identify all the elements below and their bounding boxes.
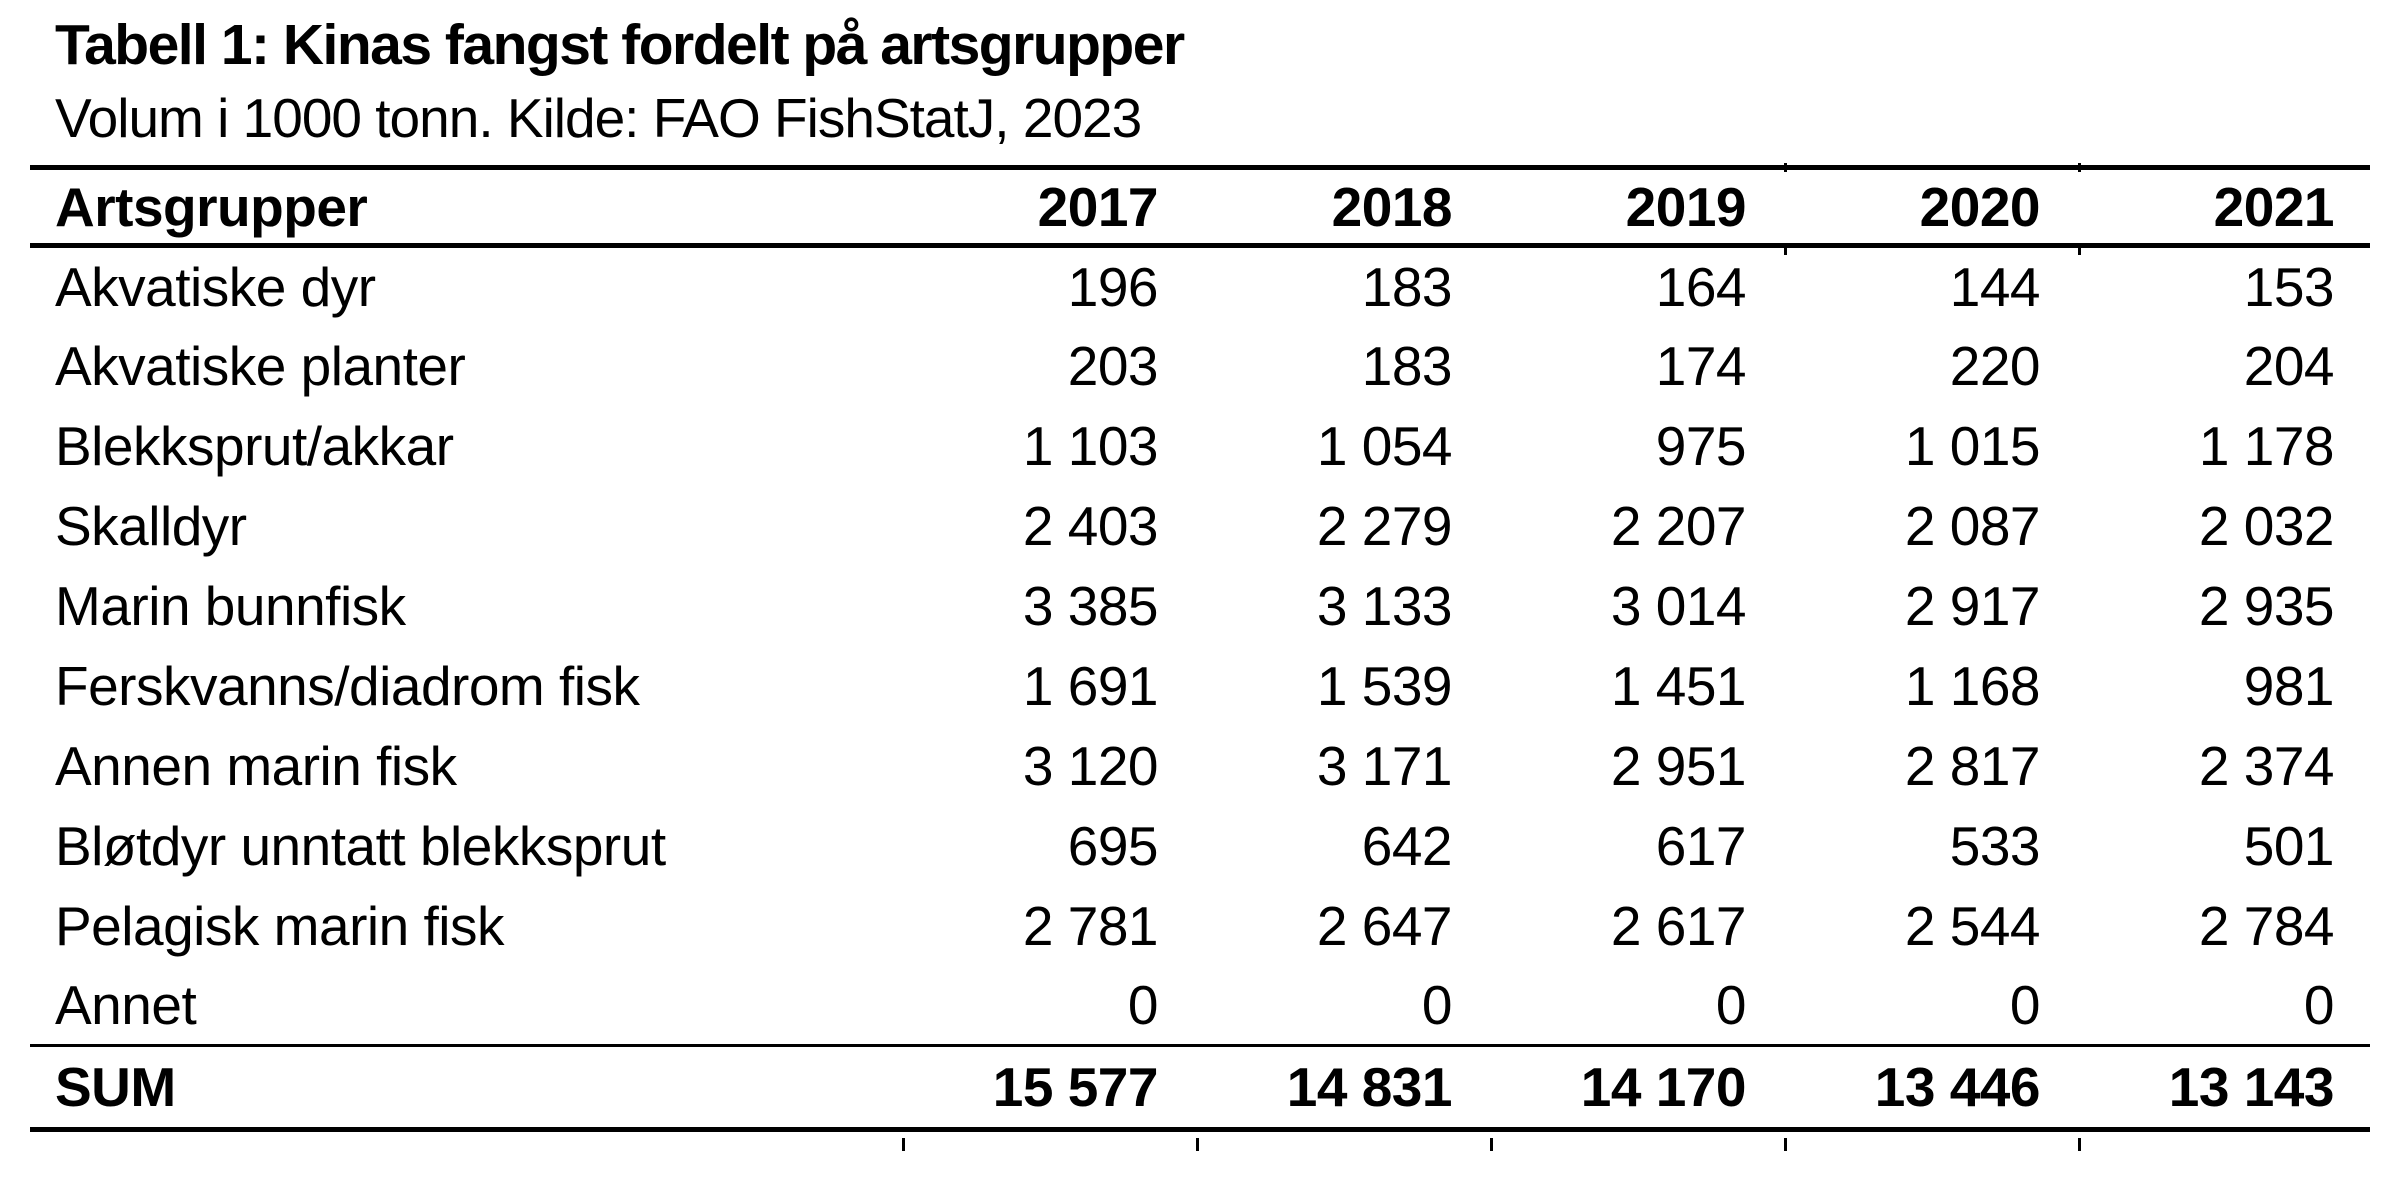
value-cell: 2 279	[1316, 494, 1453, 557]
value-cell: 981	[2243, 654, 2335, 717]
column-header-year: 2018	[1331, 175, 1453, 238]
value-cell: 2 544	[1904, 894, 2041, 957]
value-cell: 1 539	[1316, 654, 1453, 717]
value-cell: 0	[1715, 973, 1747, 1036]
table-body: Akvatiske dyr 196 183 164 144 153 Akvatiske pl…	[30, 246, 2370, 1046]
value-cell: 3 171	[1316, 734, 1453, 797]
sum-value-cell: 13 143	[2168, 1056, 2335, 1118]
value-cell: 174	[1655, 334, 1747, 397]
header-row: Artsgrupper 2017 2018 2019 2020 2021	[30, 167, 2370, 246]
value-cell: 2 817	[1904, 734, 2041, 797]
value-cell: 2 647	[1316, 894, 1453, 957]
sum-value-cell: 15 577	[992, 1056, 1159, 1118]
value-cell: 0	[1127, 973, 1159, 1036]
value-cell: 2 935	[2198, 574, 2335, 637]
value-cell: 975	[1655, 414, 1747, 477]
value-cell: 3 014	[1610, 574, 1747, 637]
value-cell: 144	[1949, 255, 2041, 318]
rule-junction-tick	[1784, 1138, 1787, 1151]
column-header-year: 2020	[1919, 175, 2041, 238]
value-cell: 617	[1655, 814, 1747, 877]
value-cell: 2 374	[2198, 734, 2335, 797]
value-cell: 501	[2243, 814, 2335, 877]
value-cell: 2 032	[2198, 494, 2335, 557]
table-title: Tabell 1: Kinas fangst fordelt på artsgr…	[55, 13, 1185, 77]
value-cell: 2 207	[1610, 494, 1747, 557]
rule-junction-tick	[1196, 1138, 1199, 1151]
value-cell: 153	[2243, 255, 2335, 318]
row-label: Skalldyr	[55, 494, 247, 557]
rule-junction-tick	[2078, 1138, 2081, 1151]
row-label: Annet	[55, 973, 197, 1036]
sum-value-cell: 14 831	[1286, 1056, 1453, 1118]
value-cell: 2 617	[1610, 894, 1747, 957]
table-row: Pelagisk marin fisk 2 781 2 647 2 617 2 544 2…	[30, 886, 2370, 966]
rule-junction-tick	[902, 1138, 905, 1151]
table-row: Akvatiske planter 203 183 174 220 204	[30, 326, 2370, 406]
row-label: Pelagisk marin fisk	[55, 894, 504, 957]
row-label: Bløtdyr unntatt blekksprut	[55, 814, 666, 877]
sum-row: SUM 15 577 14 831 14 170 13 446 13 143	[30, 1045, 2370, 1130]
column-header-year: 2017	[1037, 175, 1159, 238]
table-row: Ferskvanns/diadrom fisk 1 691 1 539 1 451 1 …	[30, 646, 2370, 726]
value-cell: 220	[1949, 334, 2041, 397]
value-cell: 0	[2303, 973, 2335, 1036]
value-cell: 204	[2243, 334, 2335, 397]
column-header-year: 2021	[2213, 175, 2335, 238]
table-row: Skalldyr 2 403 2 279 2 207 2 087 2 032	[30, 486, 2370, 566]
row-label: Annen marin fisk	[55, 734, 457, 797]
value-cell: 0	[1421, 973, 1453, 1036]
value-cell: 183	[1361, 255, 1453, 318]
value-cell: 1 015	[1904, 414, 2041, 477]
value-cell: 1 103	[1022, 414, 1159, 477]
row-label: Akvatiske planter	[55, 334, 466, 397]
sum-value-cell: 13 446	[1874, 1056, 2041, 1118]
value-cell: 2 784	[2198, 894, 2335, 957]
row-label: Ferskvanns/diadrom fisk	[55, 654, 640, 717]
value-cell: 2 087	[1904, 494, 2041, 557]
row-label: Blekksprut/akkar	[55, 414, 454, 477]
sum-value-cell: 14 170	[1580, 1056, 1747, 1118]
value-cell: 1 178	[2198, 414, 2335, 477]
value-cell: 2 403	[1022, 494, 1159, 557]
value-cell: 642	[1361, 814, 1453, 877]
column-header-year: 2019	[1625, 175, 1747, 238]
rule-junction-tick	[1784, 246, 1787, 255]
value-cell: 695	[1067, 814, 1159, 877]
column-header-artsgrupper: Artsgrupper	[55, 175, 368, 238]
value-cell: 0	[2009, 973, 2041, 1036]
value-cell: 2 781	[1022, 894, 1159, 957]
value-cell: 3 133	[1316, 574, 1453, 637]
row-label: Marin bunnfisk	[55, 574, 406, 637]
rule-junction-tick	[2078, 246, 2081, 255]
value-cell: 3 120	[1022, 734, 1159, 797]
value-cell: 1 054	[1316, 414, 1453, 477]
value-cell: 3 385	[1022, 574, 1159, 637]
value-cell: 196	[1067, 255, 1159, 318]
value-cell: 1 691	[1022, 654, 1159, 717]
table-footer: SUM 15 577 14 831 14 170 13 446 13 143	[30, 1045, 2370, 1130]
table-row: Annet 0 0 0 0 0	[30, 966, 2370, 1046]
value-cell: 2 917	[1904, 574, 2041, 637]
value-cell: 164	[1655, 255, 1747, 318]
value-cell: 1 168	[1904, 654, 2041, 717]
value-cell: 203	[1067, 334, 1159, 397]
species-catch-table: Artsgrupper 2017 2018 2019 2020 2021 Akv…	[30, 165, 2370, 1132]
table-row: Marin bunnfisk 3 385 3 133 3 014 2 917 2 935	[30, 566, 2370, 646]
value-cell: 533	[1949, 814, 2041, 877]
value-cell: 183	[1361, 334, 1453, 397]
value-cell: 1 451	[1610, 654, 1747, 717]
table-row: Blekksprut/akkar 1 103 1 054 975 1 015 1 178	[30, 406, 2370, 486]
sum-row-label: SUM	[55, 1056, 176, 1118]
rule-junction-tick	[1490, 1138, 1493, 1151]
table-row: Bløtdyr unntatt blekksprut 695 642 617 533 50…	[30, 806, 2370, 886]
table-row: Annen marin fisk 3 120 3 171 2 951 2 817 2 37…	[30, 726, 2370, 806]
row-label: Akvatiske dyr	[55, 255, 376, 318]
value-cell: 2 951	[1610, 734, 1747, 797]
rule-junction-tick	[1784, 163, 1787, 172]
rule-junction-tick	[2078, 163, 2081, 172]
table-row: Akvatiske dyr 196 183 164 144 153	[30, 246, 2370, 326]
table-subtitle: Volum i 1000 tonn. Kilde: FAO FishStatJ,…	[55, 87, 1142, 149]
